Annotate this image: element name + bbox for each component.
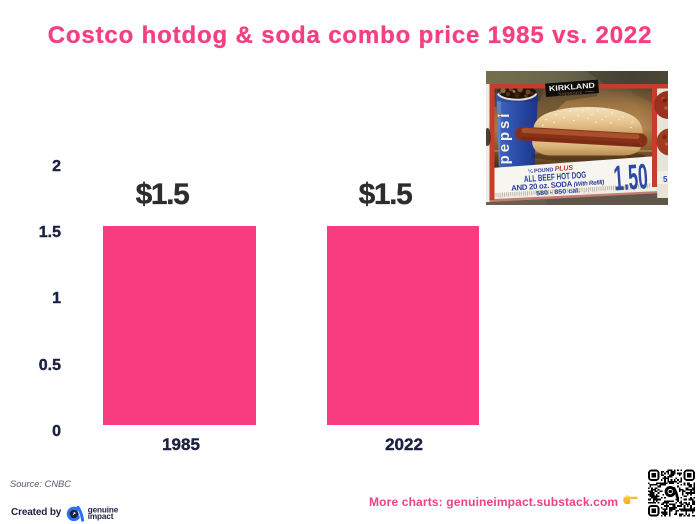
svg-text:5: 5 [663, 175, 668, 184]
svg-text:580 - 850 cal.: 580 - 850 cal. [536, 187, 581, 197]
svg-text:1.50: 1.50 [612, 156, 649, 198]
svg-text:Signature: Signature [558, 90, 583, 98]
svg-text:ALL BEEF HOT DOG: ALL BEEF HOT DOG [524, 170, 587, 184]
svg-text:KIRKLAND: KIRKLAND [549, 81, 596, 93]
svg-text:¼ POUND PLUS: ¼ POUND PLUS [528, 165, 574, 175]
svg-text:impact: impact [87, 512, 113, 521]
svg-text:genuine: genuine [87, 505, 118, 514]
svg-text:pepsi: pepsi [496, 111, 513, 165]
